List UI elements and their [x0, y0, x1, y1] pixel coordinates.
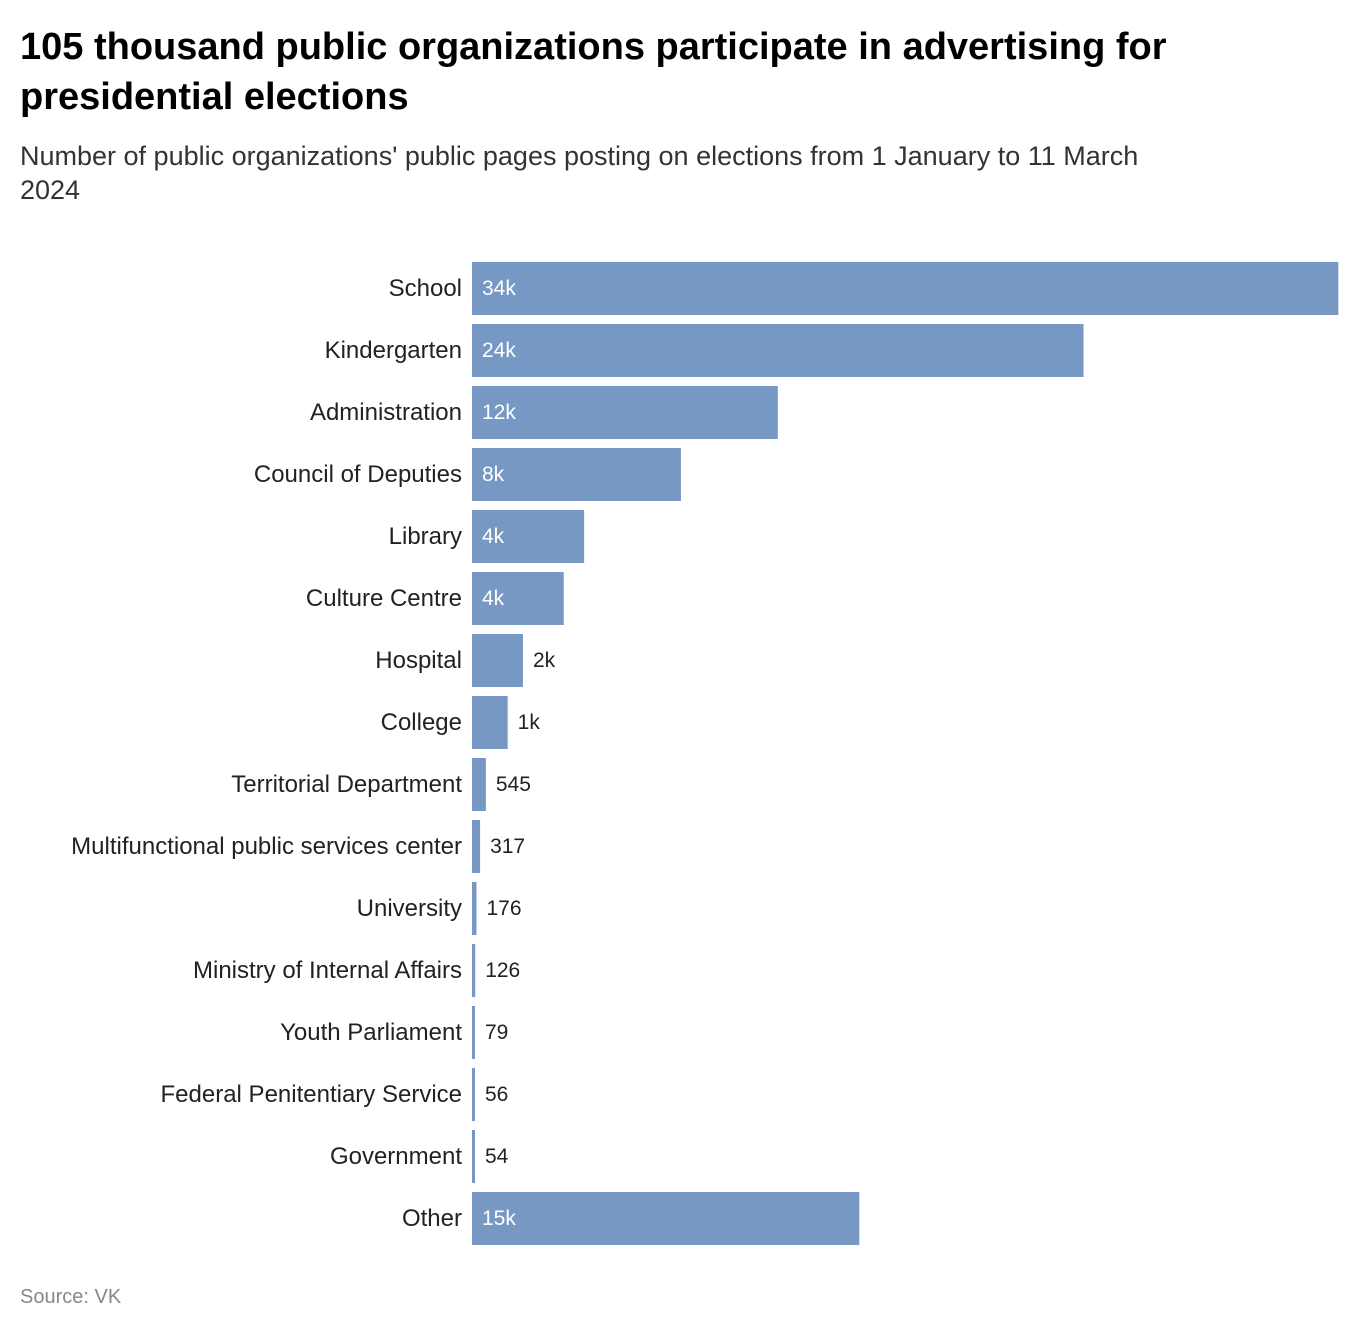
bar-row: Territorial Department 545: [231, 758, 531, 811]
bar: [472, 324, 1084, 377]
bar-row: Multifunctional public services center 31…: [71, 820, 525, 873]
bar-row: Administration 12k: [310, 386, 778, 439]
bar: [472, 820, 481, 873]
bar-row: Other 15k: [402, 1192, 860, 1245]
chart-title: 105 thousand public organizations partic…: [20, 26, 1167, 118]
value-label: 2k: [533, 649, 556, 672]
category-label: Ministry of Internal Affairs: [193, 957, 462, 984]
category-label: University: [357, 895, 462, 922]
bar: [472, 944, 476, 997]
value-label: 317: [490, 835, 525, 858]
bar-row: Kindergarten 24k: [325, 324, 1084, 377]
category-label: College: [381, 709, 462, 736]
category-label: Youth Parliament: [280, 1019, 462, 1046]
category-label: Kindergarten: [325, 337, 462, 364]
value-label: 1k: [518, 711, 541, 734]
value-label: 15k: [482, 1207, 516, 1230]
bar: [472, 1068, 475, 1121]
bar: [472, 758, 486, 811]
category-label: Hospital: [375, 647, 462, 674]
bar: [472, 448, 681, 501]
bar: [472, 696, 508, 749]
category-label: Government: [330, 1143, 462, 1170]
value-label: 4k: [482, 587, 505, 610]
bar-row: Government 54: [330, 1130, 509, 1183]
bar-row: School 34k: [389, 262, 1339, 315]
category-label: Federal Penitentiary Service: [161, 1081, 462, 1108]
bar-chart: School 34k Kindergarten 24k Administration 12…: [71, 262, 1339, 1245]
bar-row: Ministry of Internal Affairs 126: [193, 944, 520, 997]
bar: [472, 1192, 860, 1245]
bar: [472, 510, 585, 563]
category-label: Council of Deputies: [254, 461, 462, 488]
value-label: 12k: [482, 401, 516, 424]
bar: [472, 572, 564, 625]
bar-row: Youth Parliament 79: [280, 1006, 508, 1059]
value-label: 54: [485, 1145, 509, 1168]
bar: [472, 262, 1339, 315]
bar-row: Hospital 2k: [375, 634, 556, 687]
value-label: 176: [486, 897, 521, 920]
category-label: Multifunctional public services center: [71, 833, 462, 860]
bar: [472, 882, 477, 935]
value-label: 545: [496, 773, 531, 796]
bar-row: Council of Deputies 8k: [254, 448, 681, 501]
bar-row: Culture Centre 4k: [306, 572, 564, 625]
value-label: 56: [485, 1083, 508, 1106]
bar: [472, 386, 778, 439]
value-label: 24k: [482, 339, 516, 362]
category-label: Library: [389, 523, 462, 550]
value-label: 126: [485, 959, 520, 982]
value-label: 34k: [482, 277, 516, 300]
category-label: Administration: [310, 399, 462, 426]
bar-row: College 1k: [381, 696, 541, 749]
bar-row: University 176: [357, 882, 522, 935]
category-label: Other: [402, 1205, 462, 1232]
category-label: Culture Centre: [306, 585, 462, 612]
value-label: 4k: [482, 525, 505, 548]
value-label: 79: [485, 1021, 508, 1044]
chart-subtitle: Number of public organizations' public p…: [20, 141, 1139, 205]
bar-row: Library 4k: [389, 510, 585, 563]
value-label: 8k: [482, 463, 505, 486]
source-note: Source: VK: [20, 1286, 122, 1308]
category-label: School: [389, 275, 462, 302]
bar: [472, 1130, 475, 1183]
bar: [472, 634, 523, 687]
category-label: Territorial Department: [231, 771, 462, 798]
bar-row: Federal Penitentiary Service 56: [161, 1068, 508, 1121]
bar: [472, 1006, 475, 1059]
